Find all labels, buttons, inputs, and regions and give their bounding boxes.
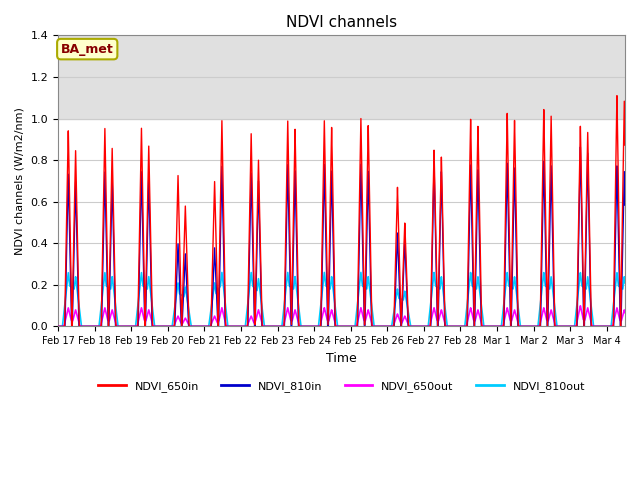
Legend: NDVI_650in, NDVI_810in, NDVI_650out, NDVI_810out: NDVI_650in, NDVI_810in, NDVI_650out, NDV… [93, 377, 589, 396]
Title: NDVI channels: NDVI channels [286, 15, 397, 30]
X-axis label: Time: Time [326, 352, 357, 365]
Text: BA_met: BA_met [61, 43, 114, 56]
Y-axis label: NDVI channels (W/m2/nm): NDVI channels (W/m2/nm) [15, 107, 25, 255]
Bar [58, 36, 625, 119]
